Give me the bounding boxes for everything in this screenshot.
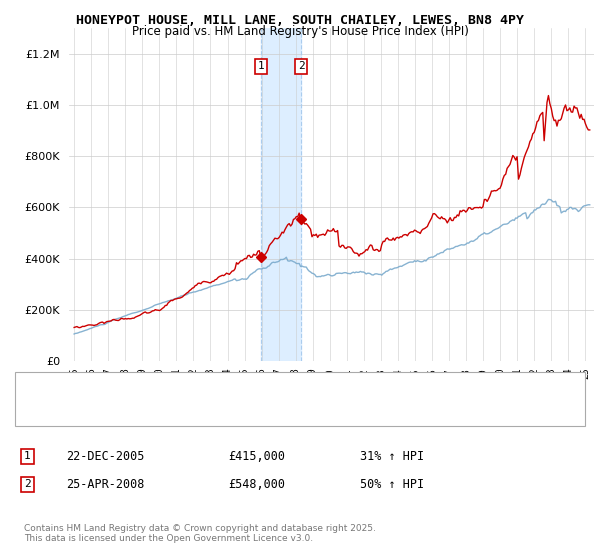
Text: £415,000: £415,000	[228, 450, 285, 463]
Text: HPI: Average price, detached house, Lewes: HPI: Average price, detached house, Lewe…	[66, 404, 291, 414]
Text: 31% ↑ HPI: 31% ↑ HPI	[360, 450, 424, 463]
Text: 1: 1	[258, 62, 265, 72]
Bar	[261, 28, 301, 361]
Text: Price paid vs. HM Land Registry's House Price Index (HPI): Price paid vs. HM Land Registry's House …	[131, 25, 469, 38]
Text: 22-DEC-2005: 22-DEC-2005	[66, 450, 145, 463]
Text: £548,000: £548,000	[228, 478, 285, 491]
Text: 25-APR-2008: 25-APR-2008	[66, 478, 145, 491]
Text: 2: 2	[24, 479, 31, 489]
Text: Contains HM Land Registry data © Crown copyright and database right 2025.
This d: Contains HM Land Registry data © Crown c…	[24, 524, 376, 543]
Text: HONEYPOT HOUSE, MILL LANE, SOUTH CHAILEY, LEWES, BN8 4PY (detached house): HONEYPOT HOUSE, MILL LANE, SOUTH CHAILEY…	[66, 384, 501, 394]
Text: HONEYPOT HOUSE, MILL LANE, SOUTH CHAILEY, LEWES, BN8 4PY: HONEYPOT HOUSE, MILL LANE, SOUTH CHAILEY…	[76, 14, 524, 27]
Text: 2: 2	[298, 62, 305, 72]
Text: 50% ↑ HPI: 50% ↑ HPI	[360, 478, 424, 491]
Text: 1: 1	[24, 451, 31, 461]
